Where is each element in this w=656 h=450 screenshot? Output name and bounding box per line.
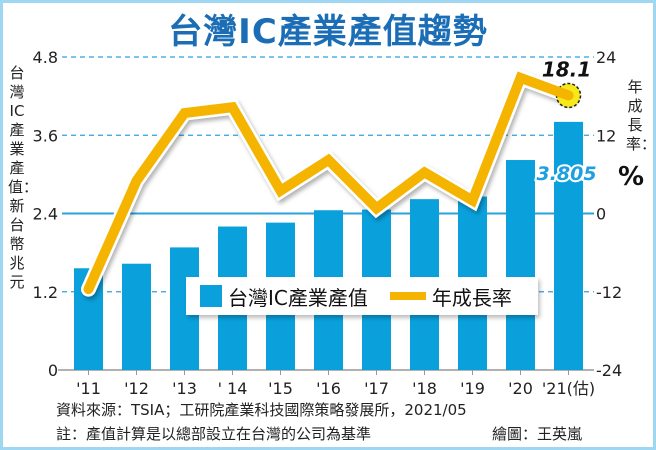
svg-text:'21(估): '21(估) bbox=[542, 379, 595, 398]
annotations: 18.1 3.805 bbox=[534, 57, 598, 186]
legend-bar-label: 台灣IC產業產值 bbox=[228, 285, 368, 310]
svg-text:1.2: 1.2 bbox=[33, 283, 58, 302]
svg-text:'17: '17 bbox=[364, 379, 389, 398]
source-text: 資料來源：TSIA；工研院產業科技國際策略發展所，2021/05 bbox=[56, 401, 467, 419]
svg-text:' 14: ' 14 bbox=[218, 379, 248, 398]
svg-text:2.4: 2.4 bbox=[33, 205, 58, 224]
right-axis-ticks: -24 -12 0 12 24 bbox=[596, 48, 622, 380]
svg-text:18.1: 18.1 bbox=[542, 57, 591, 81]
credit-text: 繪圖：王英嵐 bbox=[492, 425, 583, 443]
svg-text:24: 24 bbox=[596, 48, 616, 67]
svg-text:'20: '20 bbox=[508, 379, 533, 398]
svg-text:4.8: 4.8 bbox=[33, 48, 58, 67]
right-axis-unit: % bbox=[618, 162, 645, 192]
svg-text:'12: '12 bbox=[124, 379, 149, 398]
legend-line-label: 年成長率 bbox=[431, 285, 512, 310]
svg-text:'18: '18 bbox=[412, 379, 437, 398]
svg-text:3.805: 3.805 bbox=[536, 163, 596, 185]
svg-text:'15: '15 bbox=[268, 379, 293, 398]
svg-text:0: 0 bbox=[48, 361, 58, 380]
left-axis-ticks: 0 1.2 2.4 3.6 4.8 bbox=[33, 48, 58, 380]
note-text: 註：產值計算是以總部設立在台灣的公司為基準 bbox=[56, 425, 372, 443]
svg-text:-24: -24 bbox=[596, 361, 622, 380]
left-axis-label: 台灣IC產業產值：新台幣兆元 bbox=[8, 64, 39, 291]
legend-line-swatch bbox=[389, 292, 426, 300]
line-series bbox=[81, 68, 582, 297]
x-axis: '11 '12 '13 ' 14 '15 '16 '17 '18 '19 '20 '21(估) bbox=[76, 370, 595, 398]
svg-text:3.6: 3.6 bbox=[33, 126, 58, 145]
svg-text:12: 12 bbox=[596, 126, 616, 145]
legend-bar-swatch bbox=[200, 285, 222, 307]
svg-text:-12: -12 bbox=[596, 283, 622, 302]
svg-text:'16: '16 bbox=[316, 379, 341, 398]
svg-text:0: 0 bbox=[596, 205, 606, 224]
svg-text:'19: '19 bbox=[460, 379, 485, 398]
chart-title: 台灣IC產業產值趨勢 bbox=[168, 12, 488, 52]
svg-text:'11: '11 bbox=[76, 379, 101, 398]
svg-text:'13: '13 bbox=[172, 379, 197, 398]
legend: 台灣IC產業產值 年成長率 bbox=[186, 277, 538, 315]
